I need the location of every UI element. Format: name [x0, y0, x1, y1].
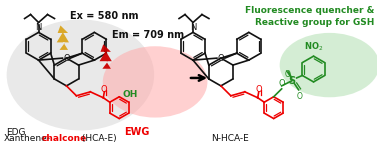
Text: O: O [297, 92, 302, 101]
Text: NO$_2$: NO$_2$ [304, 41, 323, 53]
Text: Fluorescence quencher &: Fluorescence quencher & [245, 6, 374, 15]
Ellipse shape [7, 20, 154, 130]
Text: O: O [278, 79, 285, 88]
Polygon shape [99, 44, 112, 69]
Text: N: N [36, 23, 42, 32]
Text: O: O [101, 85, 108, 94]
Text: EWG: EWG [124, 127, 150, 137]
Text: N-HCA-E: N-HCA-E [211, 134, 249, 143]
Text: (HCA-E): (HCA-E) [79, 134, 117, 143]
Text: O: O [285, 70, 291, 79]
Text: chalcone: chalcone [42, 134, 87, 143]
Text: N: N [190, 23, 196, 32]
Text: O: O [63, 54, 70, 63]
Text: Xanthene-: Xanthene- [4, 134, 51, 143]
Polygon shape [57, 26, 69, 50]
Text: OH: OH [122, 90, 138, 99]
Text: Reactive group for GSH: Reactive group for GSH [255, 18, 374, 27]
Text: S: S [288, 76, 295, 86]
Text: O: O [218, 54, 224, 63]
Ellipse shape [103, 46, 208, 118]
Ellipse shape [280, 33, 378, 97]
Text: O: O [256, 85, 262, 94]
Text: EDG: EDG [6, 128, 25, 137]
Text: Em = 709 nm: Em = 709 nm [112, 30, 184, 40]
Text: Ex = 580 nm: Ex = 580 nm [70, 11, 139, 21]
